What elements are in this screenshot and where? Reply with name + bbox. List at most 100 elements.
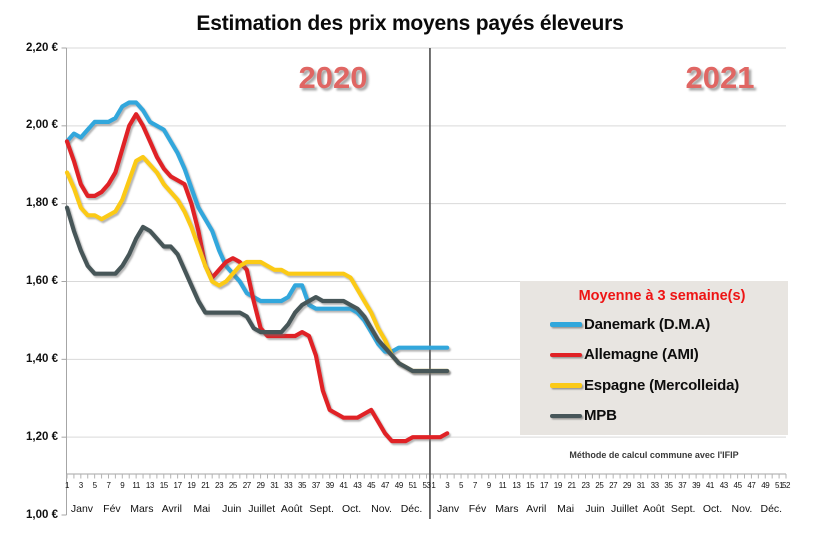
month-label: Sept. xyxy=(670,503,696,515)
week-tick-label: 1 xyxy=(64,481,70,490)
legend: Moyenne à 3 semaine(s) Danemark (D.M.A) … xyxy=(520,281,788,435)
series-line-mpb xyxy=(64,205,450,374)
legend-item-label: MPB xyxy=(584,407,617,425)
month-label: Janv xyxy=(437,503,460,515)
month-label: Août xyxy=(280,503,303,515)
legend-swatch-mpb xyxy=(550,413,582,418)
week-tick-label: 39 xyxy=(325,481,335,490)
week-tick-label: 11 xyxy=(132,481,140,490)
month-label: Août xyxy=(642,503,665,515)
y-tick-label: 1,00 € xyxy=(26,508,58,521)
week-tick-label: 25 xyxy=(595,481,604,490)
week-tick-label: 19 xyxy=(553,481,563,490)
month-label: Juin xyxy=(585,503,605,515)
week-tick-label: 9 xyxy=(486,481,491,490)
month-label: Nov. xyxy=(731,503,753,515)
month-label: Juin xyxy=(222,503,242,515)
legend-item: Espagne (Mercolleida) xyxy=(520,370,788,401)
week-tick-label: 31 xyxy=(636,481,646,490)
week-tick-label: 39 xyxy=(692,481,701,490)
week-tick-label: 52 xyxy=(781,481,791,490)
week-tick-label: 9 xyxy=(120,481,125,490)
legend-swatch-danemark xyxy=(550,322,582,327)
week-tick-label: 43 xyxy=(353,481,362,490)
y-tick-label: 2,20 € xyxy=(26,41,58,54)
series-line-allemagne-ami xyxy=(64,112,450,444)
week-tick-label: 33 xyxy=(284,481,293,490)
week-tick-label: 43 xyxy=(719,481,729,490)
legend-item: Danemark (D.M.A) xyxy=(520,309,788,340)
month-label: Juillet xyxy=(248,503,276,515)
week-tick-label: 11 xyxy=(498,481,507,490)
week-tick-label: 21 xyxy=(201,481,210,490)
month-label: Déc. xyxy=(400,503,423,515)
week-tick-label: 35 xyxy=(664,481,673,490)
week-tick-label: 15 xyxy=(159,481,169,490)
week-tick-label: 3 xyxy=(445,481,450,490)
month-label: Juillet xyxy=(610,503,638,515)
week-tick-label: 29 xyxy=(622,481,632,490)
week-tick-label: 51 xyxy=(408,481,418,490)
gridlines xyxy=(66,47,786,438)
week-tick-label: 45 xyxy=(367,481,376,490)
week-tick-label: 17 xyxy=(173,481,183,490)
legend-item-label: Allemagne (AMI) xyxy=(584,346,699,364)
y-tick-label: 1,60 € xyxy=(26,275,58,287)
week-tick-label: 5 xyxy=(459,481,464,490)
week-tick-label: 13 xyxy=(145,481,155,490)
month-label: Fév xyxy=(468,503,487,515)
week-tick-label: 19 xyxy=(187,481,196,490)
month-label: Janv xyxy=(70,503,94,515)
week-tick-label: 35 xyxy=(297,481,307,490)
month-label: Sept. xyxy=(309,503,334,515)
week-tick-label: 33 xyxy=(650,481,660,490)
month-label: Avril xyxy=(161,503,182,515)
month-label: Oct. xyxy=(702,503,723,515)
legend-swatch-espagne xyxy=(550,383,582,388)
week-tick-label: 23 xyxy=(581,481,590,490)
series-line-danemark-d-m-a xyxy=(64,100,450,354)
week-tick-label: 29 xyxy=(256,481,266,490)
month-label: Fév xyxy=(103,503,121,515)
week-tick-label: 41 xyxy=(339,481,348,490)
month-label: Mars xyxy=(495,503,519,515)
week-tick-label: 15 xyxy=(526,481,535,490)
week-tick-label: 7 xyxy=(106,481,111,490)
chart-title: Estimation des prix moyens payés éleveur… xyxy=(196,12,624,35)
legend-title: Moyenne à 3 semaine(s) xyxy=(578,288,746,304)
week-tick-label: 1 xyxy=(431,481,436,490)
week-tick-label: 17 xyxy=(539,481,549,490)
y-tick-label: 1,80 € xyxy=(26,197,58,210)
week-tick-label: 49 xyxy=(761,481,770,490)
legend-item-label: Espagne (Mercolleida) xyxy=(584,376,740,394)
footnote: Méthode de calcul commune avec l'IFIP xyxy=(569,450,739,460)
month-label: Nov. xyxy=(371,503,392,515)
legend-swatch-allemagne xyxy=(550,352,582,357)
week-tick-label: 23 xyxy=(215,481,224,490)
week-tick-label: 37 xyxy=(311,481,321,490)
month-label: Avril xyxy=(526,503,547,515)
week-tick-label: 51 xyxy=(775,481,784,490)
axes xyxy=(61,47,787,519)
week-tick-label: 21 xyxy=(567,481,577,490)
month-label: Mai xyxy=(193,503,211,515)
week-tick-label: 45 xyxy=(733,481,743,490)
week-tick-label: 47 xyxy=(380,481,390,490)
week-tick-label: 37 xyxy=(678,481,687,490)
y-tick-label: 1,20 € xyxy=(26,430,58,443)
week-tick-label: 53 xyxy=(422,481,431,490)
month-label: Mars xyxy=(130,503,154,515)
year-label-2020: 2020 xyxy=(298,60,368,95)
year-label-2021: 2021 xyxy=(685,60,755,95)
month-label: Mai xyxy=(557,503,575,515)
series-lines xyxy=(64,100,450,444)
month-label: Déc. xyxy=(760,503,783,515)
series-line-espagne-mercolleida xyxy=(64,154,450,374)
week-tick-label: 41 xyxy=(705,481,715,490)
legend-item: MPB xyxy=(520,401,788,432)
week-tick-label: 13 xyxy=(512,481,521,490)
week-tick-label: 49 xyxy=(394,481,404,490)
week-tick-label: 47 xyxy=(747,481,756,490)
